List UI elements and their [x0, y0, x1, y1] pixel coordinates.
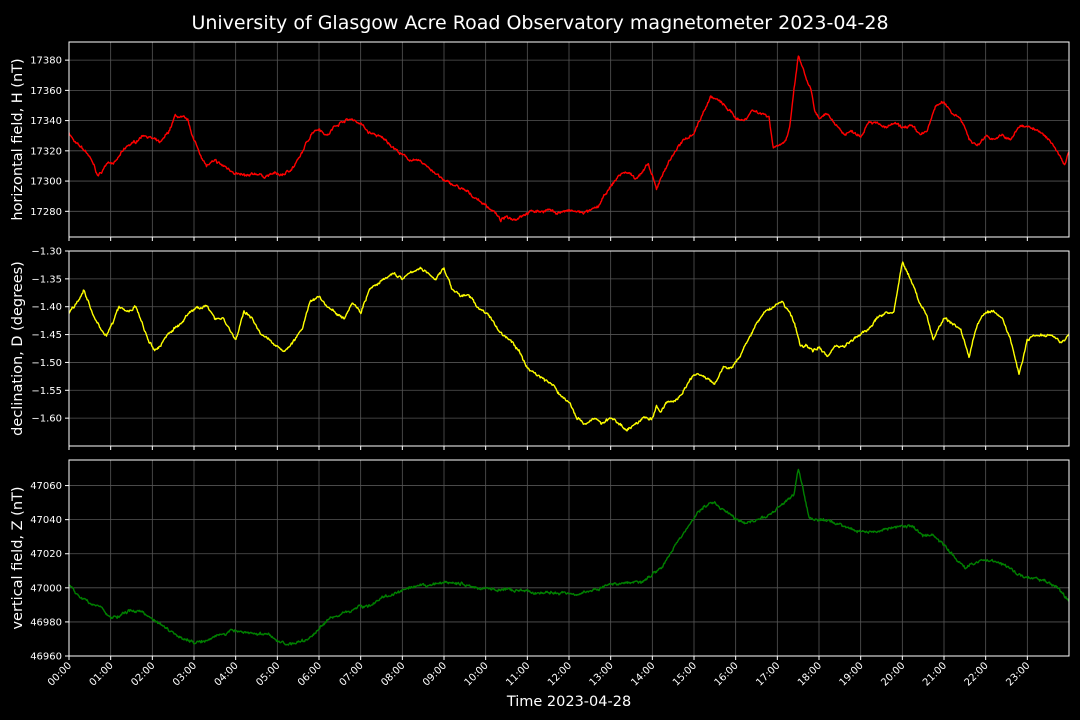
x-tick-label: 21:00	[921, 660, 949, 688]
x-tick-label: 12:00	[546, 660, 574, 688]
x-tick-label: 09:00	[421, 660, 449, 688]
vertical-field-ylabel: vertical field, Z (nT)	[10, 486, 26, 629]
horizontal-field-ytick-label: 17340	[30, 116, 62, 127]
x-tick-label: 17:00	[754, 660, 782, 688]
x-tick-label: 01:00	[88, 660, 116, 688]
chart-panels: 17280 17300 17320 17340 17360 17380 horizontal…	[10, 41, 1070, 663]
chart-title: University of Glasgow Acre Road Observat…	[191, 12, 888, 34]
declination-frame	[68, 250, 1070, 447]
x-tick-label: 18:00	[796, 660, 824, 688]
vertical-field-ytick-label: 46960	[30, 652, 62, 663]
declination-ytick-label: −1.55	[31, 386, 62, 397]
declination-ytick-label: −1.45	[31, 330, 62, 341]
x-tick-label: 22:00	[963, 660, 991, 688]
x-tick-label: 16:00	[713, 660, 741, 688]
horizontal-field-ytick-label: 17300	[30, 177, 62, 188]
x-tick-label: 02:00	[129, 660, 157, 688]
x-tick-label: 00:00	[46, 660, 74, 688]
x-tick-label: 08:00	[379, 660, 407, 688]
horizontal-field-panel: 17280 17300 17320 17340 17360 17380 horizontal…	[10, 41, 1070, 241]
x-tick-label: 10:00	[463, 660, 491, 688]
x-tick-label: 07:00	[338, 660, 366, 688]
vertical-field-ytick-label: 47000	[30, 583, 62, 594]
x-tick-label: 06:00	[296, 660, 324, 688]
x-tick-label: 03:00	[171, 660, 199, 688]
x-tick-label: 05:00	[254, 660, 282, 688]
declination-ytick-label: −1.30	[31, 247, 62, 258]
x-tick-label: 20:00	[879, 660, 907, 688]
declination-ytick-label: −1.40	[31, 302, 62, 313]
declination-series-line	[69, 261, 1069, 432]
horizontal-field-ytick-label: 17360	[30, 86, 62, 97]
horizontal-field-ytick-label: 17380	[30, 56, 62, 67]
declination-panel: −1.60 −1.55 −1.50 −1.45 −1.40 −1.35 −1.30 decli…	[10, 247, 1070, 450]
declination-ylabel: declination, D (degrees)	[10, 261, 26, 436]
vertical-field-panel: 46960 46980 47000 47020 47040 47060 vertical f…	[10, 459, 1070, 663]
vertical-field-ytick-label: 47020	[30, 549, 62, 560]
horizontal-field-frame	[68, 41, 1070, 238]
vertical-field-ytick-label: 46980	[30, 617, 62, 628]
x-tick-label: 13:00	[588, 660, 616, 688]
x-axis-ticks: 00:00 01:00 02:00 03:00 04:00 05:00 06:00 07:00…	[46, 660, 1032, 688]
declination-ytick-label: −1.60	[31, 414, 62, 425]
x-axis-label: Time 2023-04-28	[506, 694, 631, 710]
declination-ytick-label: −1.50	[31, 358, 62, 369]
horizontal-field-ytick-label: 17320	[30, 146, 62, 157]
horizontal-field-ytick-label: 17280	[30, 207, 62, 218]
vertical-field-frame	[68, 459, 1070, 657]
x-tick-label: 19:00	[838, 660, 866, 688]
vertical-field-ytick-label: 47060	[30, 481, 62, 492]
x-tick-label: 14:00	[629, 660, 657, 688]
horizontal-field-ylabel: horizontal field, H (nT)	[10, 58, 26, 220]
x-tick-label: 04:00	[213, 660, 241, 688]
vertical-field-series-line	[69, 468, 1069, 646]
horizontal-field-series-line	[69, 55, 1069, 223]
declination-ytick-label: −1.35	[31, 274, 62, 285]
x-tick-label: 23:00	[1004, 660, 1032, 688]
x-tick-label: 11:00	[504, 660, 532, 688]
x-tick-label: 15:00	[671, 660, 699, 688]
vertical-field-ytick-label: 47040	[30, 515, 62, 526]
